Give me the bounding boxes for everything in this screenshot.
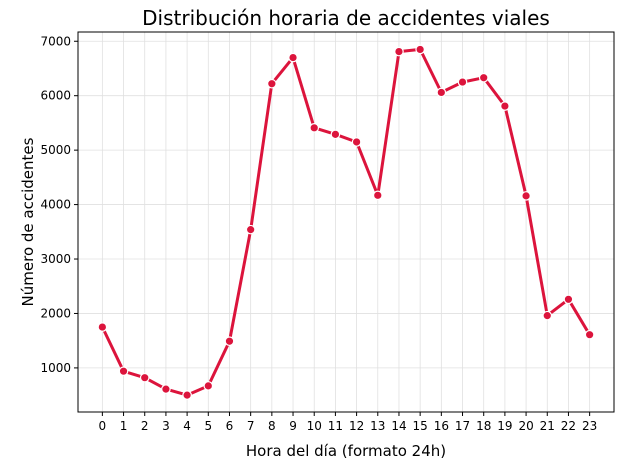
data-point bbox=[521, 191, 531, 201]
data-point bbox=[182, 390, 192, 400]
x-tick-label: 15 bbox=[413, 419, 428, 433]
data-point bbox=[457, 77, 468, 87]
x-tick-label: 16 bbox=[434, 419, 449, 433]
plot-frame bbox=[77, 31, 615, 413]
data-point bbox=[500, 101, 510, 111]
x-tick-label: 17 bbox=[455, 419, 470, 433]
data-point bbox=[203, 381, 214, 391]
x-tick-label: 13 bbox=[370, 419, 385, 433]
y-tick-label: 5000 bbox=[40, 143, 71, 157]
data-point bbox=[563, 294, 574, 305]
series-layer bbox=[101, 47, 591, 397]
data-point bbox=[267, 78, 277, 89]
x-tick-label: 2 bbox=[141, 419, 149, 433]
data-point bbox=[97, 322, 108, 332]
x-tick-label: 22 bbox=[561, 419, 576, 433]
data-point bbox=[415, 44, 425, 55]
data-point bbox=[584, 329, 595, 340]
y-tick-label: 7000 bbox=[40, 34, 71, 48]
markers-layer bbox=[97, 44, 595, 400]
chart-title: Distribución horaria de accidentes viale… bbox=[142, 6, 550, 30]
y-tick-label: 4000 bbox=[40, 198, 71, 212]
x-tick-label: 21 bbox=[540, 419, 555, 433]
x-tick-label: 19 bbox=[497, 419, 512, 433]
y-axis: 1000 2000 3000 4000 5000 6000 7000 bbox=[40, 34, 78, 375]
data-point bbox=[309, 123, 320, 133]
y-tick-label: 2000 bbox=[40, 306, 71, 320]
series-line bbox=[101, 47, 591, 397]
x-tick-label: 7 bbox=[247, 419, 255, 433]
x-tick-label: 11 bbox=[328, 419, 343, 433]
data-point bbox=[245, 224, 256, 235]
data-point bbox=[118, 366, 129, 376]
data-point bbox=[139, 372, 150, 383]
x-tick-label: 23 bbox=[582, 419, 597, 433]
x-tick-label: 9 bbox=[289, 419, 297, 433]
data-point bbox=[161, 384, 171, 394]
x-axis-title: Hora del día (formato 24h) bbox=[246, 442, 446, 460]
data-point bbox=[372, 190, 383, 201]
x-axis: 0 1 2 3 4 5 6 7 8 9 10 11 12 13 14 15 16 17 18 19 20 21 22 23 bbox=[99, 412, 597, 433]
data-point bbox=[478, 72, 489, 83]
data-point bbox=[224, 336, 235, 347]
x-tick-label: 5 bbox=[204, 419, 212, 433]
data-point bbox=[542, 310, 553, 321]
data-point bbox=[351, 137, 362, 147]
x-tick-label: 1 bbox=[120, 419, 128, 433]
x-tick-label: 8 bbox=[268, 419, 276, 433]
grid-lines bbox=[78, 32, 614, 412]
y-tick-label: 6000 bbox=[40, 89, 71, 103]
x-tick-label: 18 bbox=[476, 419, 491, 433]
x-tick-label: 20 bbox=[518, 419, 533, 433]
x-tick-label: 10 bbox=[307, 419, 322, 433]
x-tick-label: 0 bbox=[99, 419, 107, 433]
x-tick-label: 14 bbox=[391, 419, 406, 433]
x-tick-label: 12 bbox=[349, 419, 364, 433]
data-point bbox=[436, 87, 447, 98]
x-tick-label: 3 bbox=[162, 419, 170, 433]
x-tick-label: 6 bbox=[226, 419, 234, 433]
x-tick-label: 4 bbox=[183, 419, 191, 433]
y-tick-label: 3000 bbox=[40, 252, 71, 266]
data-point bbox=[330, 129, 341, 140]
data-point bbox=[394, 46, 404, 57]
y-axis-title: Número de accidentes bbox=[19, 137, 37, 306]
y-tick-label: 1000 bbox=[40, 361, 71, 375]
data-point bbox=[288, 52, 298, 63]
